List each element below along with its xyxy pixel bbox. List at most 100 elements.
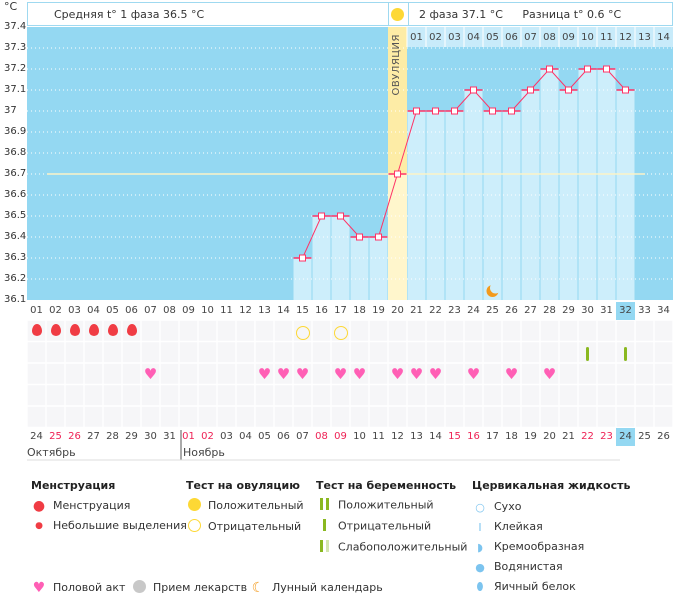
date-label: 29 (125, 431, 138, 442)
cycle-day-label: 18 (353, 305, 366, 316)
date-label: 15 (448, 431, 461, 442)
phase2-summary: 2 фаза 37.1 °C Разница t° 0.6 °C (408, 2, 673, 26)
phase2-day-label: 02 (429, 32, 442, 43)
legend-label: Яичный белок (494, 580, 576, 593)
date-label: 07 (296, 431, 309, 442)
legend-cervical-sticky: I Клейкая (472, 520, 542, 534)
phase2-day-label: 11 (600, 32, 613, 43)
cycle-day-label: 09 (182, 305, 195, 316)
date-label: 18 (505, 431, 518, 442)
heart-icon: ♥ (504, 365, 519, 383)
temperature-point (432, 107, 439, 115)
temperature-bar (369, 237, 388, 300)
heart-icon: ♥ (542, 365, 557, 383)
legend-label: Положительный (338, 498, 434, 512)
legend-label: Прием лекарств (153, 581, 248, 594)
cycle-day-label: 23 (448, 305, 461, 316)
temperature-point (394, 170, 401, 178)
y-tick-label: 36.4 (4, 231, 27, 242)
temperature-bar (350, 237, 369, 300)
menstruation-drop-icon (50, 324, 61, 336)
eggwhite-icon: ⬮ (476, 580, 484, 593)
sticky-icon: I (478, 520, 482, 534)
heart-icon: ♥ (466, 365, 481, 383)
pill-icon (131, 580, 147, 595)
legend-label: Небольшие выделения (53, 519, 187, 532)
phase2-day-label: 06 (505, 32, 518, 43)
date-label: 10 (353, 431, 366, 442)
legend-moon: ☾ Лунный календарь (250, 580, 383, 595)
y-tick-label: 36.2 (4, 273, 27, 284)
date-label: 02 (201, 431, 214, 442)
date-label: 19 (524, 431, 537, 442)
date-label: 20 (543, 431, 556, 442)
temp-difference: Разница t° 0.6 °C (522, 8, 622, 21)
date-label: 30 (144, 431, 157, 442)
cycle-day-label: 28 (543, 305, 556, 316)
cycle-day-label: 33 (638, 305, 651, 316)
temperature-point (603, 65, 610, 73)
phase2-day-label: 04 (467, 32, 480, 43)
legend-cervical-creamy: ◗ Кремообразная (472, 540, 584, 554)
month-label-november: Ноябрь (183, 446, 225, 459)
date-label: 28 (106, 431, 119, 442)
ovulation-column-lower (388, 174, 407, 300)
cycle-day-label: 17 (334, 305, 347, 316)
temperature-bar (426, 111, 445, 300)
date-label: 27 (87, 431, 100, 442)
temperature-bar (502, 111, 521, 300)
legend-cervical-eggwhite: ⬮ Яичный белок (472, 580, 576, 594)
legend-label: Лунный календарь (272, 581, 383, 594)
cycle-day-label: 13 (258, 305, 271, 316)
legend-pregnancy-weak: Слабоположительный (316, 540, 467, 555)
cycle-day-label: 30 (581, 305, 594, 316)
heart-icon: ♥ (352, 365, 367, 383)
temperature-bar (312, 216, 331, 300)
heart-icon: ♥ (143, 365, 158, 383)
temperature-point (299, 254, 306, 262)
temperature-point (584, 65, 591, 73)
heart-icon: ♥ (390, 365, 405, 383)
cycle-day-label: 05 (106, 305, 119, 316)
y-tick-label: 37 (4, 105, 17, 116)
cycle-day-label: 32 (619, 305, 632, 316)
weak-bar-icon (316, 540, 332, 555)
temperature-bar (483, 111, 502, 300)
pregnancy-test-negative-icon (585, 347, 589, 361)
phase2-day-label: 13 (638, 32, 651, 43)
phase2-day-label: 09 (562, 32, 575, 43)
legend-cervical-dry: ○ Сухо (472, 500, 521, 514)
y-tick-label: 37.3 (4, 42, 27, 53)
cycle-day-label: 25 (486, 305, 499, 316)
phase2-day-label: 14 (657, 32, 670, 43)
date-label: 26 (68, 431, 81, 442)
cycle-day-label: 01 (30, 305, 43, 316)
cycle-day-label: 06 (125, 305, 138, 316)
cycle-day-label: 14 (277, 305, 290, 316)
cycle-day-label: 02 (49, 305, 62, 316)
current-date-highlight (616, 428, 635, 446)
double-bar-icon (316, 498, 332, 513)
legend-menstruation: ● Менструация (31, 498, 131, 514)
cycle-day-label: 07 (144, 305, 157, 316)
legend-medication: Прием лекарств (131, 580, 247, 595)
legend-label: Кремообразная (494, 540, 585, 553)
cycle-day-label: 24 (467, 305, 480, 316)
cycle-day-label: 27 (524, 305, 537, 316)
phase1-average: Средняя t° 1 фаза 36.5 °C (27, 2, 389, 26)
cycle-day-label: 20 (391, 305, 404, 316)
legend-cervical-title: Цервикальная жидкость (472, 479, 631, 492)
cycle-day-label: 15 (296, 305, 309, 316)
menstruation-drop-icon (107, 324, 118, 336)
temperature-bar (559, 90, 578, 300)
date-label: 24 (619, 431, 632, 442)
moon-icon: ☾ (251, 580, 265, 595)
temperature-point (546, 65, 553, 73)
temperature-point (565, 86, 572, 94)
date-label: 11 (372, 431, 385, 442)
legend-ovulation-negative: Отрицательный (186, 519, 301, 535)
legend-label: Отрицательный (208, 520, 302, 533)
temperature-point (489, 107, 496, 115)
single-bar-icon (316, 519, 332, 534)
temperature-point (375, 233, 382, 241)
